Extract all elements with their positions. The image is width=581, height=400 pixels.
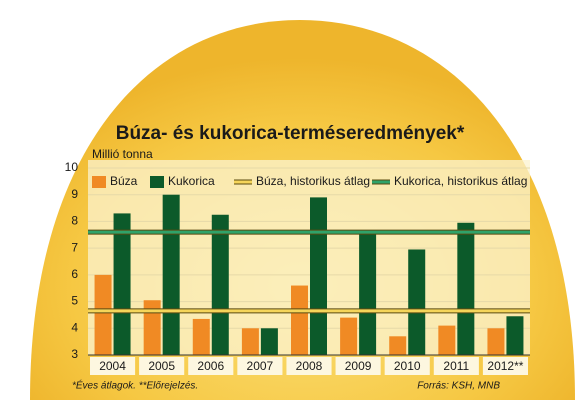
legend-swatch [150,176,164,188]
legend-swatch [92,176,106,188]
bar [487,328,505,355]
x-tick-label: 2005 [148,359,175,373]
y-tick-label: 8 [71,214,78,228]
x-label-box [286,357,332,375]
bar [260,328,278,355]
x-tick-label: 2004 [99,359,126,373]
bar [113,213,131,355]
legend-label: Búza [110,174,138,188]
x-label-box [335,357,381,375]
x-tick-label: 2011 [443,359,469,373]
y-tick-label: 7 [71,240,78,254]
bar [340,317,358,355]
bar [359,233,377,355]
x-label-box [139,357,185,375]
x-tick-label: 2007 [247,359,274,373]
bar [192,318,210,355]
bar [241,328,259,355]
bar [457,222,475,355]
y-tick-label: 10 [65,160,79,174]
bar [162,194,180,355]
x-label-box [482,357,528,375]
y-tick-label: 6 [71,267,78,281]
y-axis-label: Millió tonna [92,147,153,161]
x-tick-label: 2006 [197,359,224,373]
bar [506,316,524,355]
x-tick-label: 2010 [394,359,421,373]
chart-title: Búza- és kukorica-terméseredmények* [116,123,465,144]
bar [94,274,112,355]
y-tick-label: 4 [71,320,78,334]
x-tick-label: 2008 [296,359,323,373]
bar [438,325,456,355]
source: Forrás: KSH, MNB [417,381,500,392]
legend-label: Kukorica, historikus átlag [394,174,527,188]
legend-label: Búza, historikus átlag [256,174,370,188]
footnote: *Éves átlagok. **Előrejelzés. [72,379,198,392]
bar [143,300,161,355]
x-label-box [433,357,479,375]
x-label-box [384,357,430,375]
legend-label: Kukorica [168,174,215,188]
x-label-box [237,357,283,375]
y-tick-label: 5 [71,294,78,308]
bar [389,336,407,355]
plot-background [88,160,530,355]
y-tick-label: 9 [71,187,78,201]
bar [291,285,308,355]
x-tick-label: 2009 [345,359,372,373]
bar [310,197,327,355]
y-tick-label: 3 [71,347,78,361]
bar [211,214,229,355]
x-label-box [90,357,136,375]
x-tick-label: 2012** [487,359,523,373]
bar [408,249,426,355]
x-label-box [188,357,234,375]
